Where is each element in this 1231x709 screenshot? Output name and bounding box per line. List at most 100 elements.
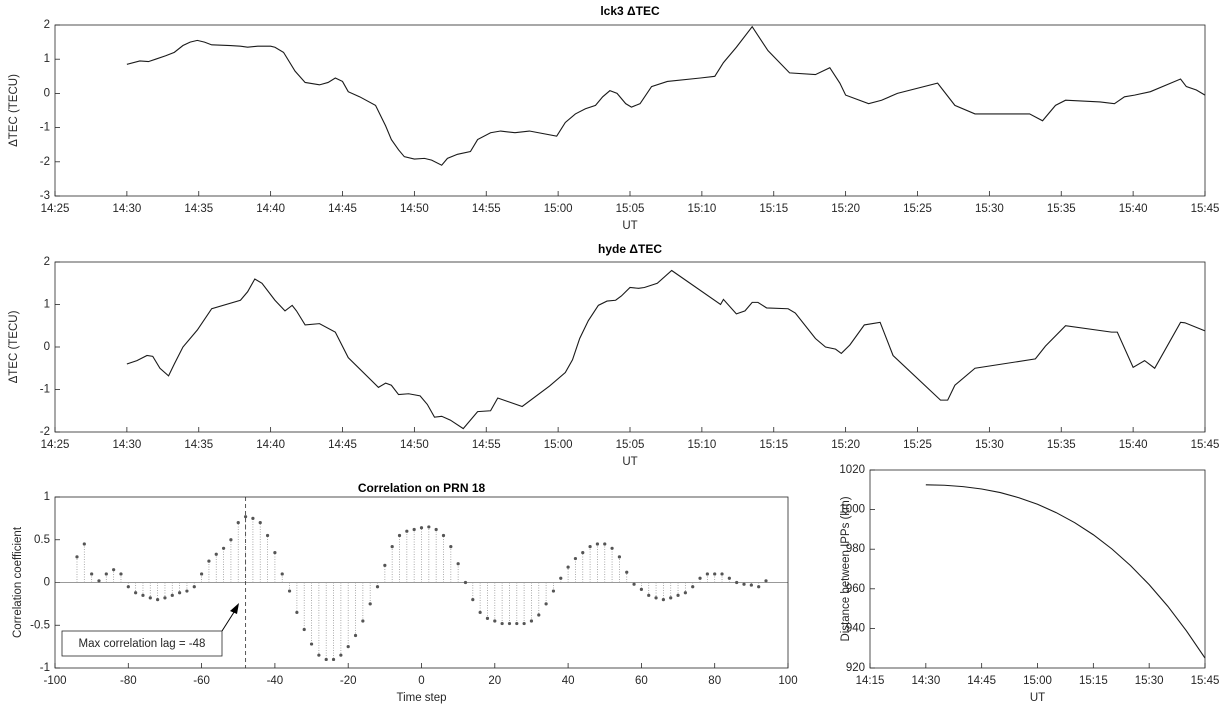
stem-marker [185,589,189,593]
stem-marker [529,619,534,623]
y-tick-label: -0.5 [30,619,50,631]
y-tick-label: -1 [40,122,50,134]
stem-marker [500,621,504,626]
stem-marker [691,585,695,589]
stem-marker [324,657,328,662]
y-tick-label: 1 [44,53,50,65]
stem-marker [478,610,482,615]
data-line [126,269,1206,430]
x-tick-label: 14:50 [400,439,429,451]
stem-marker [178,591,182,595]
y-tick-label: 2 [44,256,50,268]
y-tick-label: 0.5 [34,534,50,546]
x-tick-label: 15:20 [831,203,860,215]
x-tick-label: 15:30 [1135,675,1164,687]
y-tick-label: 960 [846,583,865,595]
stem-marker [463,580,468,585]
stem-marker [280,572,284,576]
stem-marker [625,570,629,574]
x-axis-label: Time step [396,692,446,704]
y-tick-label: 940 [846,622,865,634]
x-tick-label: 14:55 [472,203,501,215]
stem-marker [229,538,233,542]
stem-marker [522,621,526,626]
x-tick-label: 14:30 [112,203,141,215]
stem-marker [507,621,512,626]
x-tick-label: -80 [120,675,137,687]
x-tick-label: 15:35 [1047,203,1076,215]
x-tick-label: 15:10 [687,439,716,451]
stem-marker [265,533,270,538]
x-tick-label: 14:25 [41,203,70,215]
stem-marker [544,602,548,606]
x-tick-label: 14:30 [112,439,141,451]
stem-marker [485,616,490,621]
y-axis-label: Correlation coefficient [12,526,24,638]
x-tick-label: 15:15 [1079,675,1108,687]
x-tick-label: 14:30 [911,675,940,687]
stem-marker [287,589,292,593]
x-tick-label: -20 [340,675,357,687]
stem-marker [207,559,211,563]
stem-marker [156,598,160,602]
y-tick-label: 0 [44,577,50,589]
x-tick-label: 20 [488,675,501,687]
stem-marker [676,593,680,597]
stem-marker [361,619,365,623]
stem-marker [515,621,519,626]
stem-marker [581,550,585,555]
stem-marker [559,576,563,580]
x-tick-label: 15:10 [687,203,716,215]
stem-marker [449,544,453,549]
plot-area [55,25,1205,196]
x-tick-label: 15:45 [1191,675,1220,687]
x-tick-label: 80 [708,675,721,687]
axes-frame [869,469,1206,669]
y-axis-label: Distance between IPPs (km) [840,496,852,641]
stem-marker [90,572,94,576]
stem-marker [75,555,79,559]
x-tick-label: 14:45 [967,675,996,687]
stem-marker [427,525,431,529]
y-tick-label: -2 [40,156,50,168]
stem-marker [639,587,644,591]
y-tick-label: -2 [40,426,50,438]
x-tick-label: 15:15 [759,439,788,451]
y-tick-label: -1 [40,662,50,674]
stem-marker [713,572,717,576]
x-tick-label: 14:40 [256,203,285,215]
x-axis-label: UT [1030,692,1045,704]
stem-marker [669,596,673,600]
stem-marker [375,585,380,589]
stem-marker [200,572,204,576]
stem-marker [97,579,101,583]
x-tick-label: 15:45 [1191,439,1220,451]
stem-marker [617,555,622,559]
x-tick-label: 0 [418,675,424,687]
plot-area [870,470,1205,668]
stem-marker [368,602,372,606]
stem-marker [683,591,687,595]
x-tick-label: 15:35 [1047,439,1076,451]
annotation-arrow [221,608,237,632]
annotation: Max correlation lag = -48 [79,638,206,650]
stem-marker [397,533,402,538]
stem-marker [192,585,196,589]
stem-marker [221,546,226,550]
y-tick-label: 2 [44,19,50,31]
stem-marker [236,521,240,525]
chart-title: lck3 ΔTEC [600,4,660,18]
plot-area [55,262,1205,432]
stem-marker [727,576,731,580]
stem-marker [654,596,658,600]
y-tick-label: 980 [846,543,865,555]
stem-marker [757,585,761,589]
x-tick-label: 15:00 [544,203,573,215]
x-tick-label: -100 [43,675,66,687]
axes-frame [54,496,789,669]
y-tick-label: 1 [44,299,50,311]
x-tick-label: 40 [562,675,575,687]
y-axis-label: ΔTEC (TECU) [8,74,20,147]
chart-title: hyde ΔTEC [598,242,662,256]
